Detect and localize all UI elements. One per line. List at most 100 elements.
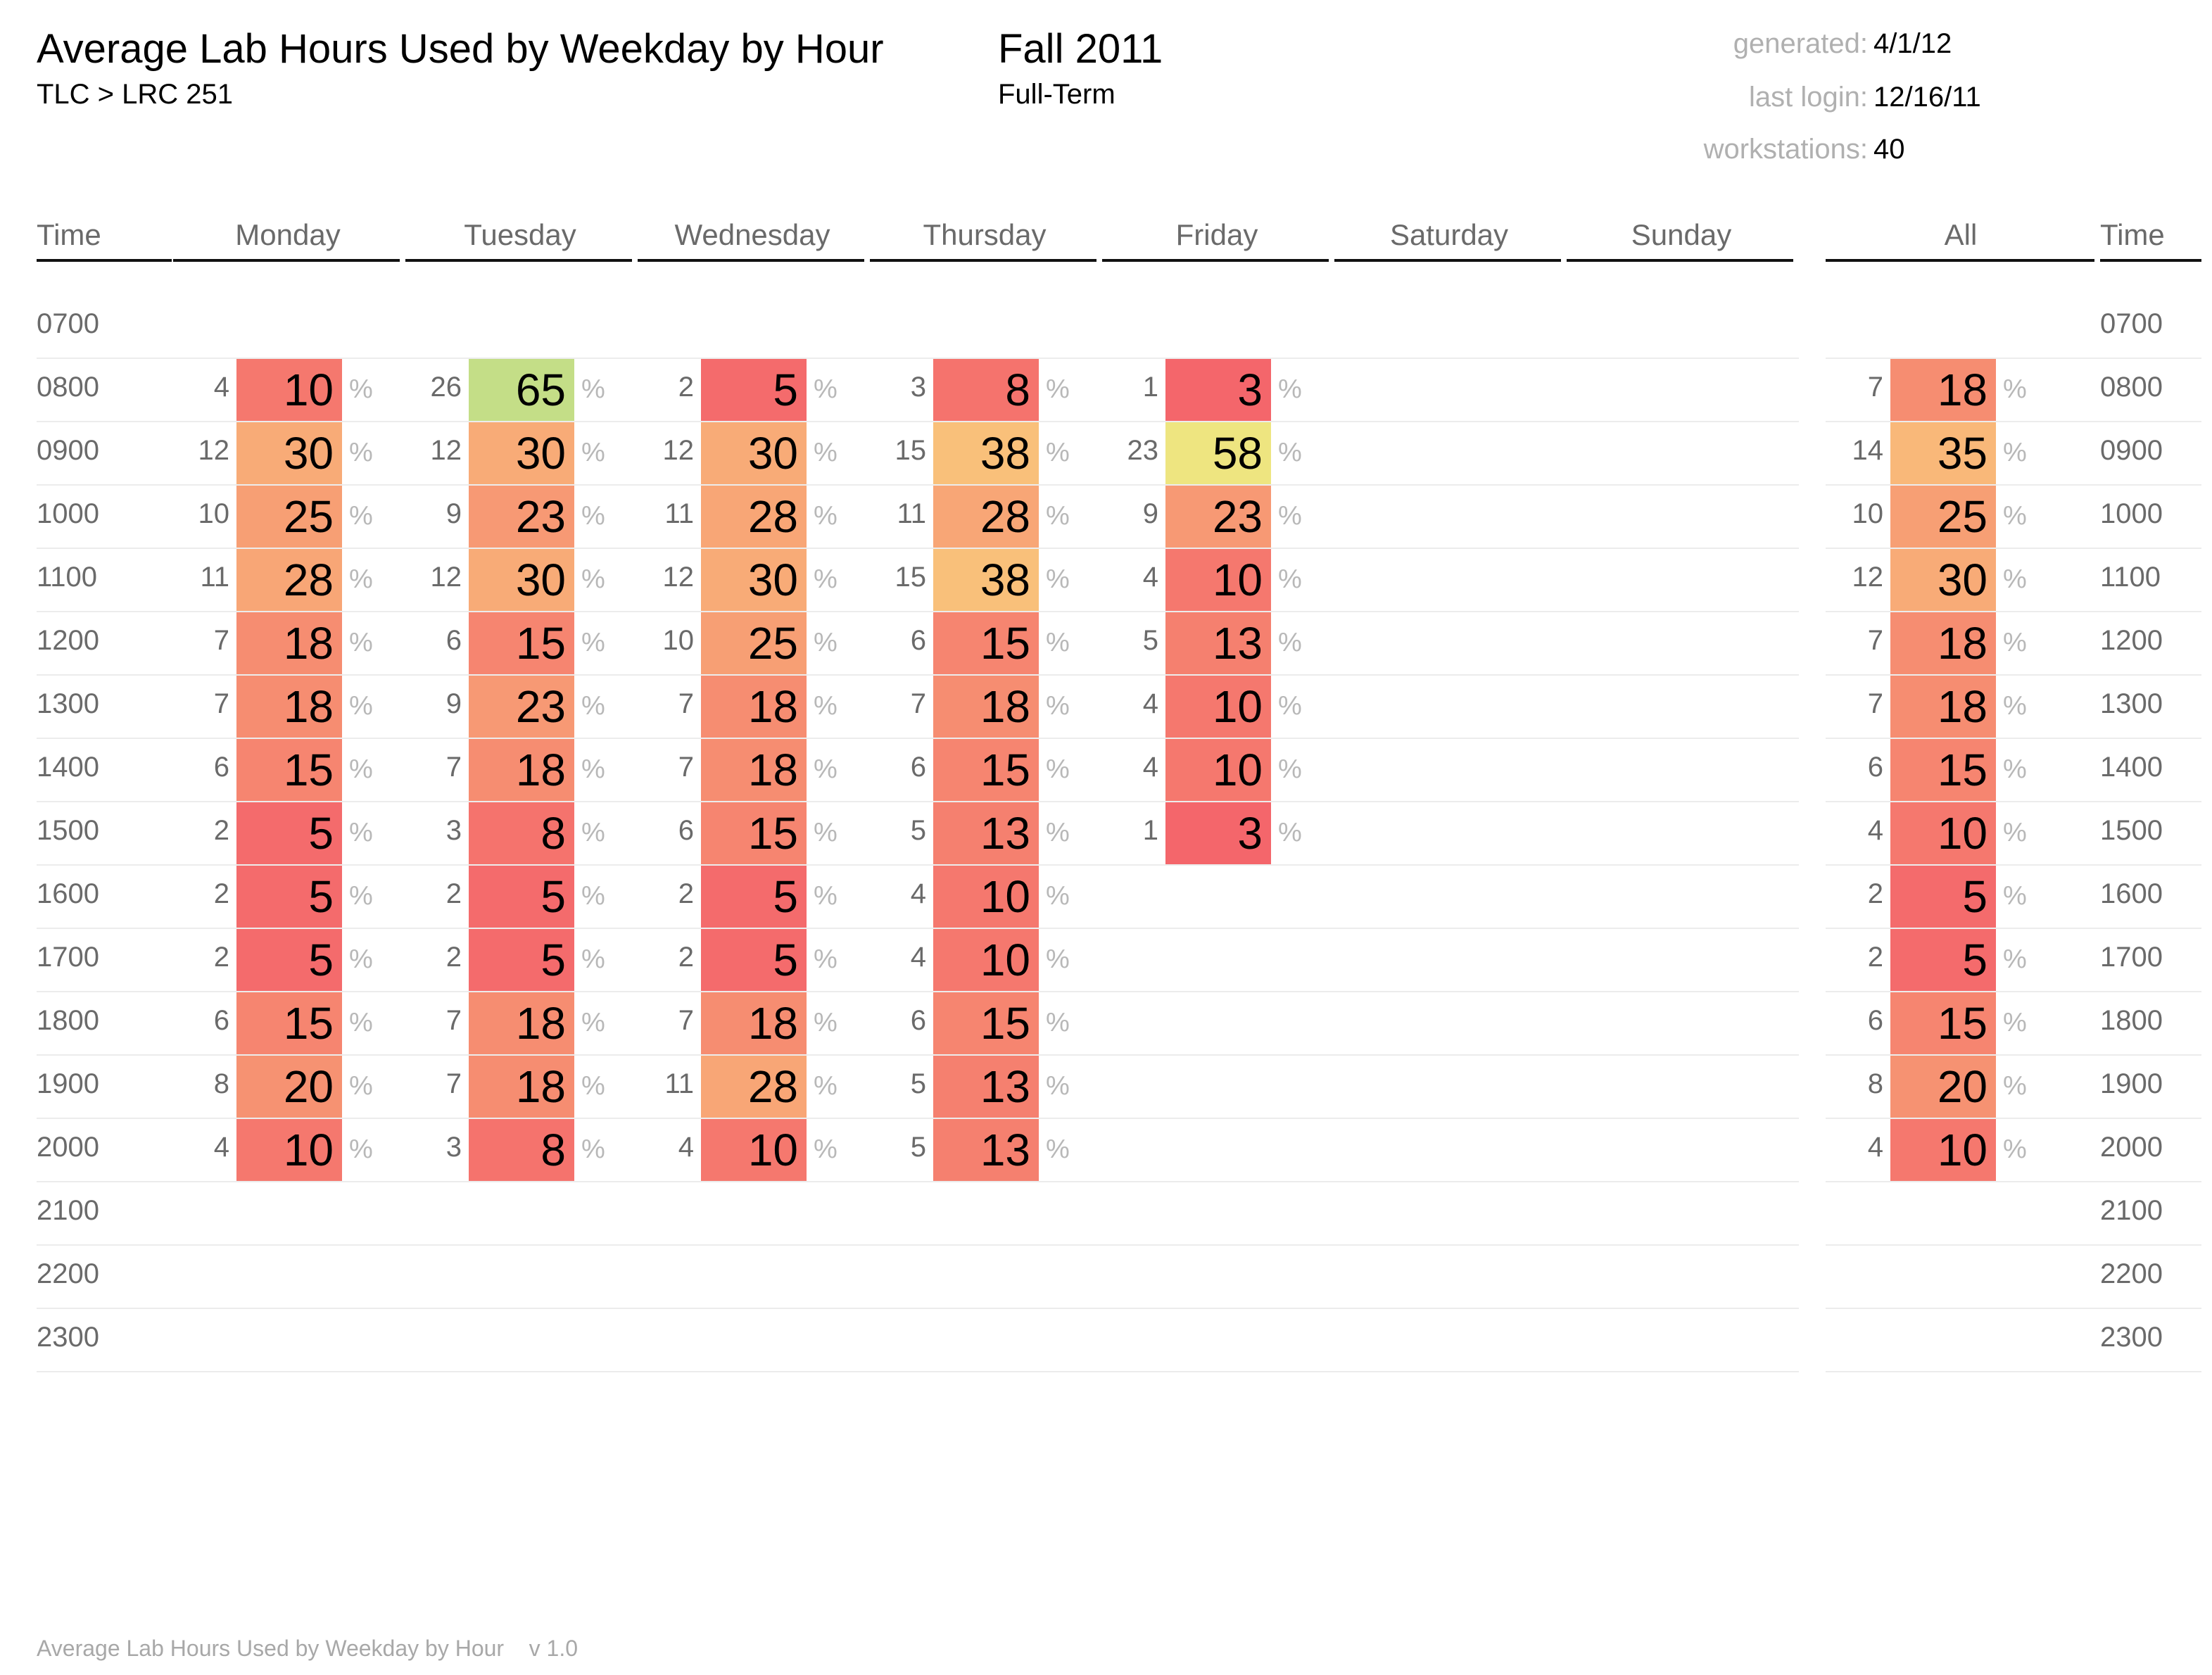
friday-percent-cell: 10 xyxy=(1165,739,1271,801)
row-divider xyxy=(37,1118,1799,1119)
row-divider xyxy=(37,1308,1799,1309)
row-divider xyxy=(37,421,1799,422)
header-rule xyxy=(638,259,864,262)
row-divider xyxy=(37,991,1799,992)
all-count: 7 xyxy=(1867,372,1883,403)
wednesday-count: 12 xyxy=(662,435,695,466)
percent-sign: % xyxy=(349,628,373,657)
report-subtitle: TLC > LRC 251 xyxy=(37,79,234,110)
tuesday-percent-cell: 23 xyxy=(469,486,574,548)
column-header-tuesday: Tuesday xyxy=(464,218,576,251)
percent-sign: % xyxy=(1278,564,1302,594)
percent-sign: % xyxy=(1278,438,1302,467)
row-divider xyxy=(37,611,1799,612)
time-label-right: 0800 xyxy=(2100,372,2163,403)
all-count: 6 xyxy=(1867,752,1883,783)
percent-sign: % xyxy=(2003,564,2027,594)
percent-sign: % xyxy=(2003,881,2027,911)
thursday-count: 7 xyxy=(910,688,926,719)
thursday-percent-cell: 8 xyxy=(933,359,1039,421)
thursday-count: 4 xyxy=(910,942,926,973)
tuesday-count: 2 xyxy=(445,942,462,973)
thursday-percent-cell: 13 xyxy=(933,1056,1039,1118)
row-divider xyxy=(1826,928,2201,929)
percent-sign: % xyxy=(814,438,838,467)
time-label: 1700 xyxy=(37,942,99,973)
percent-sign: % xyxy=(349,881,373,911)
all-percent-cell: 15 xyxy=(1890,739,1996,801)
friday-percent-cell: 3 xyxy=(1165,802,1271,864)
percent-sign: % xyxy=(1046,501,1070,531)
footer: Average Lab Hours Used by Weekday by Hou… xyxy=(37,1636,578,1662)
percent-sign: % xyxy=(2003,438,2027,467)
time-label: 1200 xyxy=(37,625,99,656)
header-rule xyxy=(405,259,632,262)
wednesday-percent-cell: 18 xyxy=(701,992,807,1054)
thursday-percent-cell: 10 xyxy=(933,929,1039,991)
thursday-percent-cell: 15 xyxy=(933,739,1039,801)
all-percent-cell: 18 xyxy=(1890,612,1996,674)
thursday-count: 5 xyxy=(910,1132,926,1163)
monday-count: 11 xyxy=(200,562,229,593)
tuesday-count: 7 xyxy=(445,752,462,783)
friday-count: 23 xyxy=(1127,435,1159,466)
percent-sign: % xyxy=(2003,1134,2027,1164)
tuesday-count: 2 xyxy=(445,878,462,909)
percent-sign: % xyxy=(349,944,373,974)
row-divider xyxy=(1826,1244,2201,1246)
time-label: 0900 xyxy=(37,435,99,466)
monday-count: 12 xyxy=(198,435,230,466)
thursday-percent-cell: 13 xyxy=(933,802,1039,864)
header-rule xyxy=(37,259,172,262)
header-rule xyxy=(1567,259,1793,262)
percent-sign: % xyxy=(1278,628,1302,657)
tuesday-count: 12 xyxy=(430,562,462,593)
tuesday-count: 7 xyxy=(445,1005,462,1036)
tuesday-count: 26 xyxy=(430,372,462,403)
row-divider xyxy=(37,1054,1799,1056)
thursday-percent-cell: 18 xyxy=(933,676,1039,738)
wednesday-count: 7 xyxy=(678,688,694,719)
percent-sign: % xyxy=(1046,628,1070,657)
thursday-percent-cell: 15 xyxy=(933,612,1039,674)
percent-sign: % xyxy=(2003,1008,2027,1037)
percent-sign: % xyxy=(814,628,838,657)
percent-sign: % xyxy=(1046,1134,1070,1164)
wednesday-count: 2 xyxy=(678,942,694,973)
thursday-count: 11 xyxy=(897,498,926,529)
column-header-monday: Monday xyxy=(235,218,341,251)
thursday-percent-cell: 10 xyxy=(933,866,1039,928)
row-divider xyxy=(1826,1054,2201,1056)
percent-sign: % xyxy=(2003,501,2027,531)
monday-percent-cell: 15 xyxy=(236,992,342,1054)
percent-sign: % xyxy=(581,754,605,784)
percent-sign: % xyxy=(349,754,373,784)
all-percent-cell: 15 xyxy=(1890,992,1996,1054)
tuesday-percent-cell: 23 xyxy=(469,676,574,738)
row-divider xyxy=(1826,1308,2201,1309)
term-title: Fall 2011 xyxy=(998,26,1163,72)
percent-sign: % xyxy=(2003,818,2027,847)
footer-version: v 1.0 xyxy=(529,1636,578,1661)
time-label-right: 1700 xyxy=(2100,942,2163,973)
percent-sign: % xyxy=(1278,374,1302,404)
monday-percent-cell: 15 xyxy=(236,739,342,801)
tuesday-percent-cell: 15 xyxy=(469,612,574,674)
friday-count: 4 xyxy=(1142,688,1158,719)
column-header-time-right: Time xyxy=(2100,218,2165,251)
row-divider xyxy=(1826,674,2201,676)
row-divider xyxy=(37,674,1799,676)
percent-sign: % xyxy=(349,564,373,594)
monday-percent-cell: 18 xyxy=(236,676,342,738)
tuesday-count: 9 xyxy=(445,688,462,719)
friday-percent-cell: 10 xyxy=(1165,549,1271,611)
percent-sign: % xyxy=(581,501,605,531)
meta-workstations-label: workstations: xyxy=(1703,134,1868,165)
tuesday-percent-cell: 30 xyxy=(469,422,574,484)
monday-count: 2 xyxy=(213,878,229,909)
wednesday-count: 4 xyxy=(678,1132,694,1163)
percent-sign: % xyxy=(814,691,838,721)
meta-workstations-value: 40 xyxy=(1873,134,1905,165)
wednesday-count: 2 xyxy=(678,372,694,403)
wednesday-percent-cell: 5 xyxy=(701,866,807,928)
